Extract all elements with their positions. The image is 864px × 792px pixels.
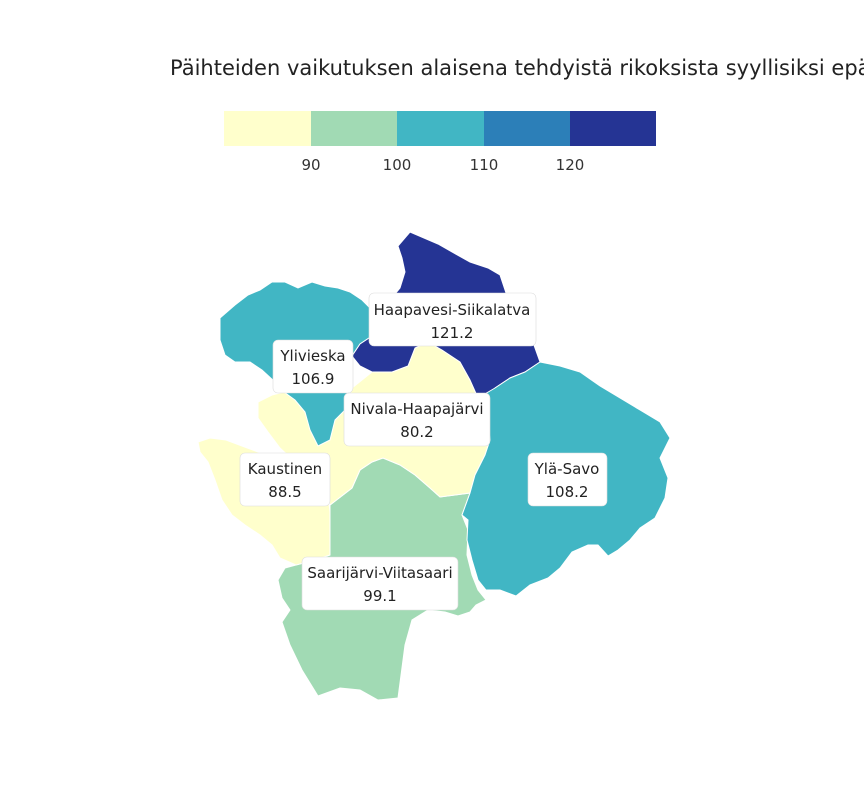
label-nivala-haapajarvi: Nivala-Haapajärvi 80.2 [343,392,491,447]
legend-swatch-4 [484,111,570,146]
region-labels: Haapavesi-Siikalatva 121.2 Ylivieska 106… [239,292,608,611]
legend-tick-110: 110 [470,156,499,174]
label-name: Haapavesi-Siikalatva [374,301,531,319]
label-value: 80.2 [400,423,433,441]
label-name: Ylivieska [279,347,345,365]
label-name: Saarijärvi-Viitasaari [307,564,452,582]
legend-swatch-3 [397,111,484,146]
legend-tick-90: 90 [301,156,320,174]
label-value: 99.1 [363,587,396,605]
label-kaustinen: Kaustinen 88.5 [239,452,331,507]
label-haapavesi-siikalatva: Haapavesi-Siikalatva 121.2 [368,292,537,347]
label-ylivieska: Ylivieska 106.9 [272,339,354,394]
label-value: 88.5 [268,483,301,501]
legend-swatch-2 [311,111,397,146]
label-saarijarvi-viitasaari: Saarijärvi-Viitasaari 99.1 [301,556,459,611]
label-value: 121.2 [431,324,474,342]
label-name: Ylä-Savo [534,460,600,478]
legend-swatch-5 [570,111,656,146]
label-name: Nivala-Haapajärvi [350,400,483,418]
label-value: 108.2 [546,483,589,501]
legend: 90 100 110 120 [224,111,656,174]
legend-tick-120: 120 [556,156,585,174]
label-name: Kaustinen [248,460,322,478]
map-title: Päihteiden vaikutuksen alaisena tehdyist… [170,56,864,80]
legend-swatch-1 [224,111,311,146]
label-yla-savo: Ylä-Savo 108.2 [527,452,608,507]
label-value: 106.9 [292,370,335,388]
legend-tick-100: 100 [383,156,412,174]
